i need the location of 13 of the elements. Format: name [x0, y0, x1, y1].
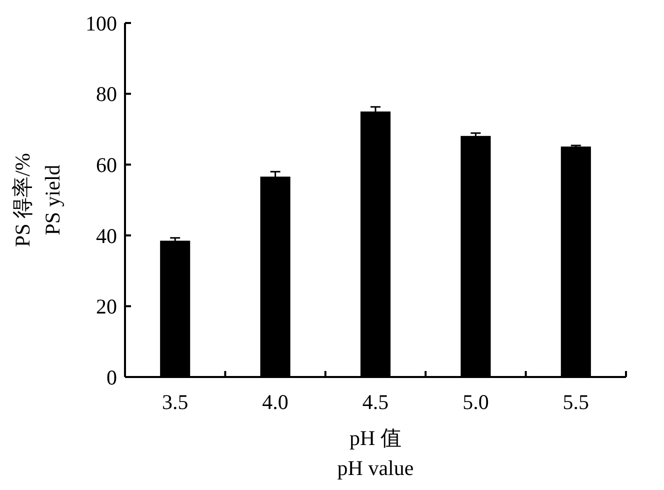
y-tick-label: 0	[106, 365, 117, 390]
x-axis-title: pH 值 pH value	[337, 426, 414, 480]
x-tick-label: 3.5	[162, 390, 188, 414]
y-tick-label: 100	[86, 11, 117, 36]
y-tick-label: 80	[96, 82, 117, 106]
y-tick-label: 60	[96, 152, 117, 177]
y-axis-title: PS 得率/% PS yield	[10, 153, 64, 247]
y-tick-label: 40	[96, 224, 117, 248]
x-tick-label: 5.5	[562, 390, 590, 414]
y-tick-label: 20	[96, 294, 117, 319]
x-tick-label: 4.0	[262, 390, 288, 414]
x-tick-label: 5.0	[462, 390, 489, 414]
x-tick-label: 4.5	[362, 390, 389, 414]
